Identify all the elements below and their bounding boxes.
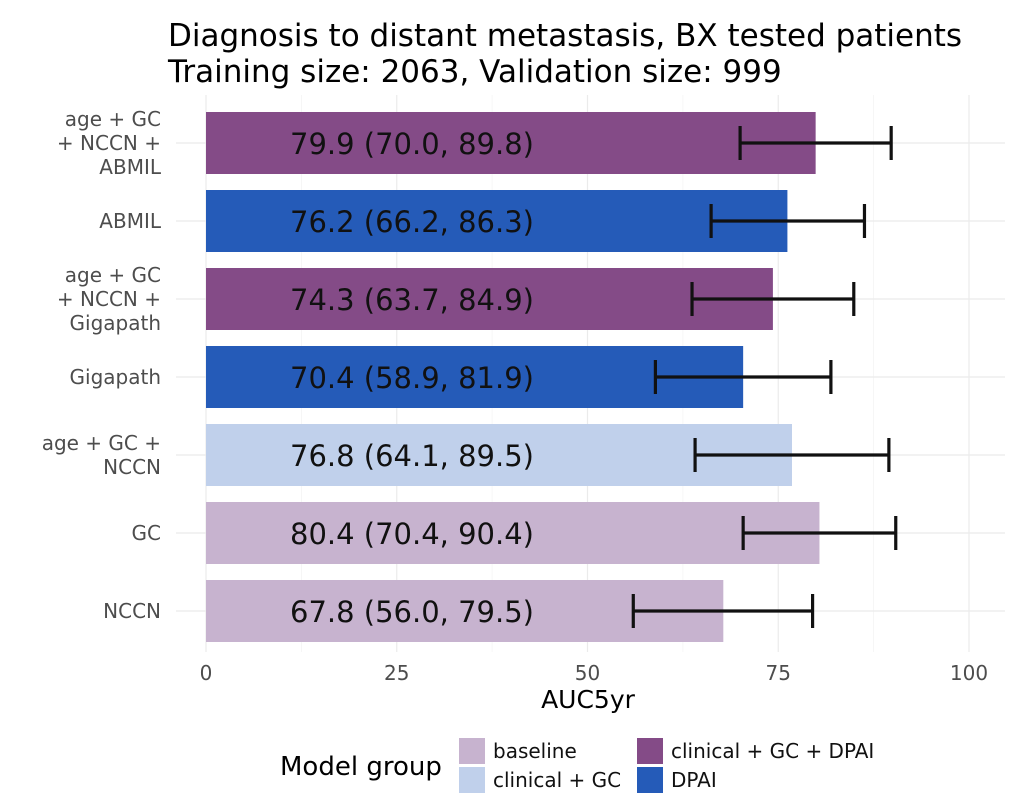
x-axis-title: AUC5yr [541, 685, 636, 714]
y-tick-label: Gigapath [70, 311, 161, 335]
x-tick-label: 25 [384, 661, 409, 685]
chart-subtitle: Training size: 2063, Validation size: 99… [167, 54, 782, 90]
bar-value-label: 70.4 (58.9, 81.9) [290, 361, 534, 395]
y-tick-label: NCCN [103, 455, 161, 479]
y-tick-label: age + GC [65, 107, 161, 131]
bar [206, 190, 788, 252]
y-tick-label: ABMIL [99, 155, 162, 179]
legend-title: Model group [280, 752, 442, 782]
bar [206, 268, 773, 330]
legend-swatch [459, 767, 485, 793]
legend: Model group baseline clinical + GC clinical… [280, 738, 874, 793]
y-tick-label: NCCN [103, 599, 161, 623]
bar-value-label: 76.8 (64.1, 89.5) [290, 439, 534, 473]
x-tick-label: 100 [950, 661, 988, 685]
y-tick-label: + NCCN + [57, 131, 161, 155]
y-tick-label: GC [132, 521, 161, 545]
legend-label: clinical + GC [493, 768, 621, 792]
bar-value-label: 67.8 (56.0, 79.5) [290, 595, 534, 629]
chart-title: Diagnosis to distant metastasis, BX test… [168, 18, 962, 54]
x-axis-ticks: 0 25 50 75 100 [200, 661, 988, 685]
bar-value-label: 76.2 (66.2, 86.3) [290, 205, 534, 239]
legend-swatch [637, 738, 663, 764]
bar-value-label: 74.3 (63.7, 84.9) [290, 283, 534, 317]
y-tick-label: age + GC [65, 263, 161, 287]
legend-swatch [459, 738, 485, 764]
legend-label: clinical + GC + DPAI [671, 739, 874, 763]
bars-layer: 79.9 (70.0, 89.8) 76.2 (66.2, 86.3) 74.3 (… [206, 112, 898, 642]
y-tick-label: age + GC + [42, 431, 161, 455]
bar [206, 346, 744, 408]
y-tick-label: + NCCN + [57, 287, 161, 311]
x-tick-label: 50 [575, 661, 600, 685]
bar-value-label: 80.4 (70.4, 90.4) [290, 517, 534, 551]
legend-label: baseline [493, 739, 577, 763]
x-tick-label: 75 [766, 661, 791, 685]
y-tick-label: Gigapath [70, 365, 161, 389]
bar [206, 502, 820, 564]
legend-swatch [637, 767, 663, 793]
bar-value-label: 79.9 (70.0, 89.8) [290, 127, 534, 161]
x-tick-label: 0 [200, 661, 213, 685]
y-tick-label: ABMIL [99, 209, 162, 233]
bar [206, 112, 816, 174]
legend-label: DPAI [671, 768, 717, 792]
